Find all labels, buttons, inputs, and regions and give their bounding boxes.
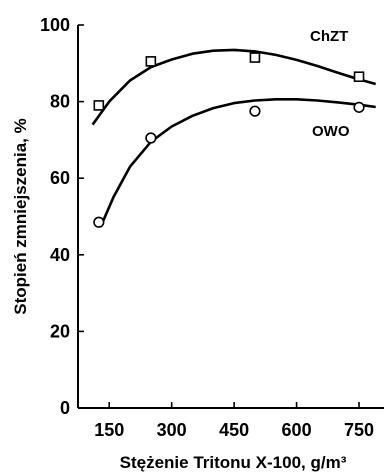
point-chzt xyxy=(93,100,105,111)
y-tick-label: 0 xyxy=(60,398,70,418)
y-tick-label: 60 xyxy=(50,168,70,188)
point-chzt xyxy=(353,71,365,83)
x-tick-label: 150 xyxy=(94,420,124,440)
fit-curves xyxy=(91,48,377,227)
point-owo xyxy=(249,105,261,117)
x-tick-label: 300 xyxy=(157,420,187,440)
fit-curve-chzt xyxy=(91,48,377,126)
point-owo xyxy=(353,101,365,113)
x-tick-label: 450 xyxy=(219,420,249,440)
point-chzt xyxy=(145,56,157,67)
point-chzt xyxy=(249,52,261,63)
series-label-chzt: ChZT xyxy=(310,28,348,45)
y-tick-label: 100 xyxy=(40,15,70,35)
axes-group xyxy=(77,24,384,409)
y-axis-title: Stopień zmniejszenia, % xyxy=(11,118,30,315)
series-label-owo: OWO xyxy=(312,123,350,140)
labels: 0 20 40 60 80 100 150 300 450 600 750 Stężenie Trit… xyxy=(11,15,374,472)
fit-curve-owo xyxy=(99,98,376,227)
y-tick-label: 40 xyxy=(50,245,70,265)
y-tick-label: 80 xyxy=(50,92,70,112)
x-axis-title: Stężenie Tritonu X-100, g/m³ xyxy=(120,453,347,472)
y-tick-label: 20 xyxy=(50,321,70,341)
data-markers xyxy=(93,52,365,228)
point-owo xyxy=(145,132,157,144)
point-owo xyxy=(93,216,105,228)
x-tick-label: 750 xyxy=(344,420,374,440)
x-tick-label: 600 xyxy=(282,420,312,440)
